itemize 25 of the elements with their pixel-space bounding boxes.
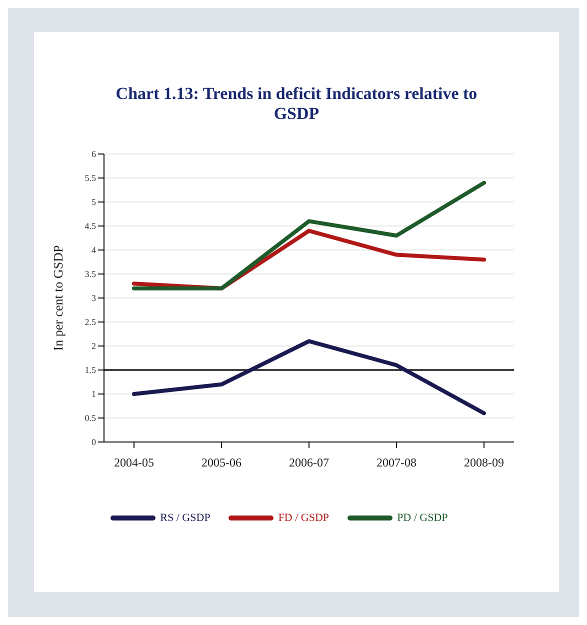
y-tick-label: 1 <box>92 389 96 400</box>
y-axis-title: In per cent to GSDP <box>50 245 66 351</box>
line-series <box>132 339 486 416</box>
y-tick-label: 1.5 <box>84 365 96 376</box>
y-tick-label: 4.5 <box>84 221 96 232</box>
y-tick-label: 2.5 <box>84 317 96 328</box>
legend-label: RS / GSDP <box>159 512 210 524</box>
x-tick-label: 2007-08 <box>376 456 416 470</box>
legend-label: PD / GSDP <box>396 512 448 524</box>
x-tick-label: 2004-05 <box>114 456 154 470</box>
x-tick-label: 2005-06 <box>202 456 242 470</box>
x-tick-label: 2008-09 <box>464 456 504 470</box>
y-tick-label: 3 <box>92 293 96 304</box>
y-tick-label: 3.5 <box>84 269 96 280</box>
y-tick-label: 2 <box>92 341 96 352</box>
line-series <box>132 180 486 290</box>
y-tick-label: 5 <box>92 197 96 208</box>
y-tick-label: 6 <box>92 149 96 160</box>
legend-label: FD / GSDP <box>277 512 330 524</box>
chart-title: Chart 1.13: Trends in deficit Indicators relative to GSDP <box>114 84 478 124</box>
x-tick-label: 2006-07 <box>289 456 329 470</box>
y-tick-label: 0.5 <box>84 413 96 424</box>
y-tick-label: 4 <box>92 245 96 256</box>
y-tick-label: 0 <box>92 437 96 448</box>
y-tick-label: 5.5 <box>84 173 96 184</box>
